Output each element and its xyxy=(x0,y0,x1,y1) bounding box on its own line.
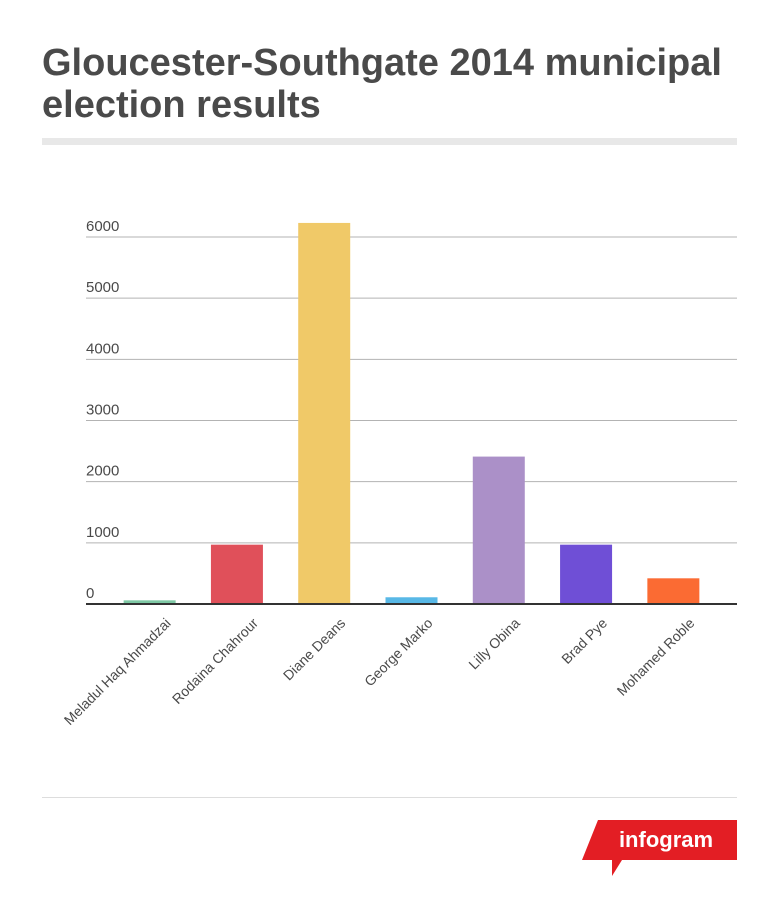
y-tick-label: 1000 xyxy=(86,524,119,541)
footer-divider xyxy=(42,797,737,798)
y-tick-label: 0 xyxy=(86,585,94,602)
y-axis-tick-labels: 0 1000 2000 3000 4000 5000 6000 xyxy=(86,218,119,602)
y-tick-label: 2000 xyxy=(86,463,119,480)
bar[interactable] xyxy=(210,544,263,604)
y-tick-label: 6000 xyxy=(86,218,119,235)
bar[interactable] xyxy=(647,578,700,604)
bar[interactable] xyxy=(123,600,176,604)
chart-title: Gloucester-Southgate 2014 municipal elec… xyxy=(42,42,722,126)
infogram-logo-text: infogram xyxy=(619,827,713,852)
infogram-logo-shape xyxy=(582,820,737,876)
title-divider xyxy=(42,138,737,145)
bar[interactable] xyxy=(472,456,525,604)
bar[interactable] xyxy=(298,222,351,604)
y-tick-label: 4000 xyxy=(86,340,119,357)
bar[interactable] xyxy=(385,597,438,604)
bars xyxy=(123,222,700,604)
gridlines xyxy=(86,236,737,544)
y-tick-label: 3000 xyxy=(86,402,119,419)
bar[interactable] xyxy=(560,544,613,604)
y-tick-label: 5000 xyxy=(86,279,119,296)
